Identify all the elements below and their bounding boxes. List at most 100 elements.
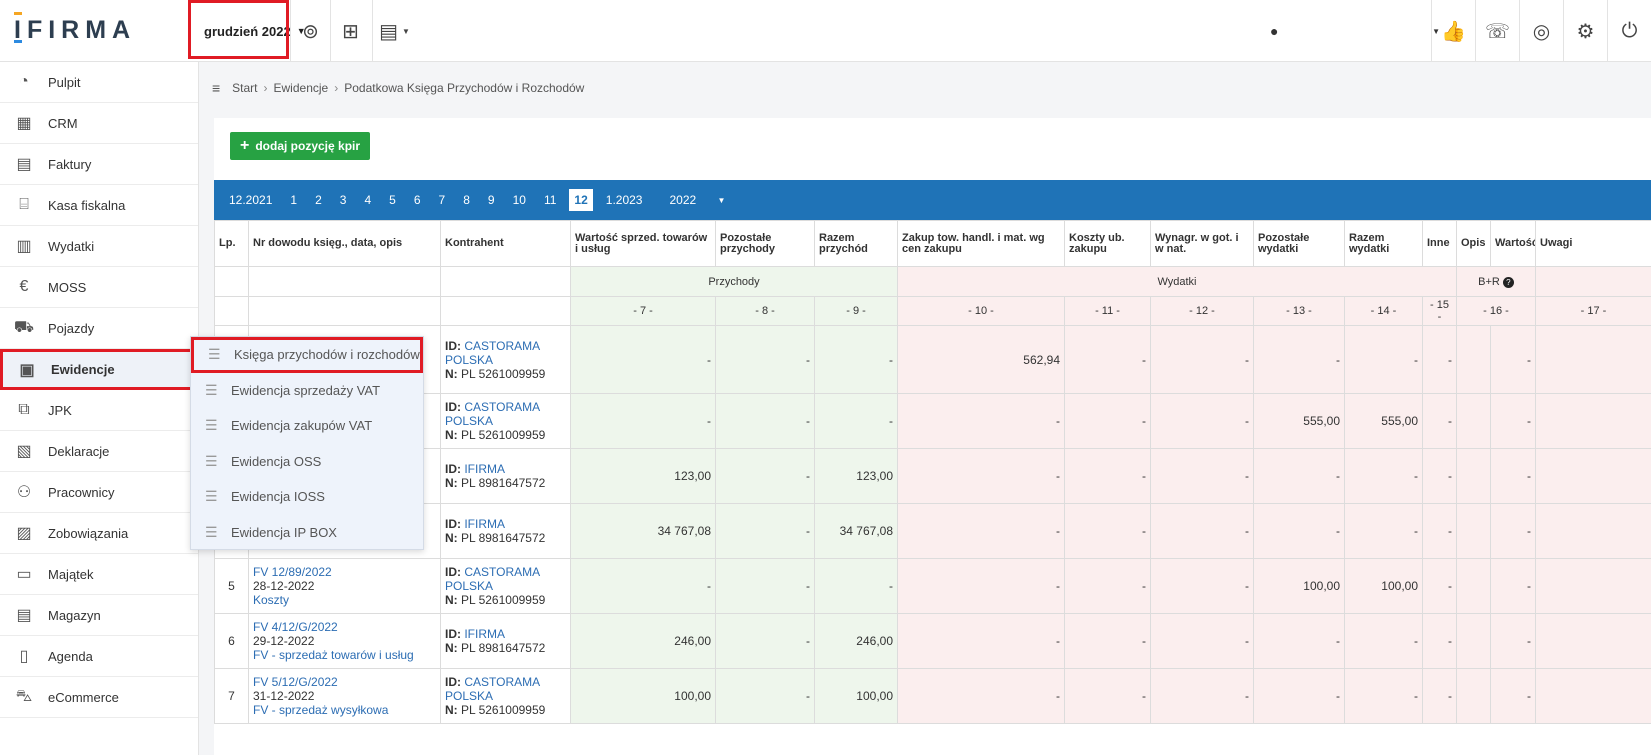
user-icon: ● — [1270, 23, 1279, 39]
cell-10: - — [897, 558, 1065, 614]
month-link-12-current[interactable]: 12 — [569, 189, 593, 211]
contractor-link[interactable]: CASTORAMA POLSKA — [445, 338, 540, 367]
value-14: - — [1414, 469, 1418, 483]
cell-16: - — [1490, 558, 1536, 614]
sidebar-item-zobowiazania[interactable]: ▨ Zobowiązania — [0, 513, 198, 554]
coin-icon[interactable]: ⊚ — [290, 0, 330, 62]
table-row[interactable]: 7 FV 5/12/G/2022 31-12-2022 FV - sprzedaż w… — [214, 668, 1651, 724]
gear-icon[interactable]: ⚙ — [1563, 0, 1607, 62]
table-colnum-row: - 7 - - 8 - - 9 - - 10 - - 11 - - 12 - -… — [214, 296, 1651, 326]
value-10: - — [1056, 634, 1060, 648]
value-10: - — [1056, 689, 1060, 703]
sidebar-item-pojazdy[interactable]: ⛟ Pojazdy — [0, 308, 198, 349]
sidebar-item-crm[interactable]: ▦ CRM — [0, 103, 198, 144]
table-row[interactable]: ID: IFIRMA N: PL 8981647572 123,00 - 123,00 -… — [214, 448, 1651, 504]
submenu-item-vat-zakupy[interactable]: ☰ Ewidencja zakupów VAT — [191, 408, 423, 444]
phone-icon[interactable]: ☏ — [1475, 0, 1519, 62]
month-link-1-2023[interactable]: 1.2023 — [605, 193, 643, 207]
sidebar-item-agenda[interactable]: ▯ Agenda — [0, 636, 198, 677]
col-number: - 13 - — [1253, 296, 1345, 326]
submenu-item-ioss[interactable]: ☰ Ewidencja IOSS — [191, 479, 423, 515]
table-header-row: Lp. Nr dowodu księg., data, opis Kontrah… — [214, 220, 1651, 267]
month-link-8[interactable]: 8 — [463, 193, 470, 207]
sidebar-item-magazyn[interactable]: ▤ Magazyn — [0, 595, 198, 636]
submenu-item-ip-box[interactable]: ☰ Ewidencja IP BOX — [191, 515, 423, 551]
documents-icon[interactable]: ▤ ▼ — [372, 0, 416, 62]
month-link-2[interactable]: 2 — [315, 193, 322, 207]
submenu-item-vat-sprzedaz[interactable]: ☰ Ewidencja sprzedaży VAT — [191, 373, 423, 409]
doc-description-link[interactable]: Koszty — [253, 593, 290, 607]
sidebar-item-moss[interactable]: € MOSS — [0, 267, 198, 308]
month-link-10[interactable]: 10 — [512, 193, 526, 207]
table-row[interactable]: 6 FV 4/12/G/2022 29-12-2022 FV - sprzedaż t… — [214, 613, 1651, 669]
cell-doc: FV 5/12/G/2022 31-12-2022 FV - sprzedaż wy… — [248, 668, 441, 724]
period-selector[interactable]: grudzień 2022 ▼ — [198, 0, 312, 62]
doc-date: 29-12-2022 — [253, 634, 315, 648]
help-icon[interactable]: ? — [1502, 276, 1514, 288]
sidebar-item-pracownicy[interactable]: ⚇ Pracownicy — [0, 472, 198, 513]
table-row[interactable]: ID: CASTORAMA POLSKA N: PL 5261009959 - - - -… — [214, 393, 1651, 449]
agenda-icon: ▯ — [19, 648, 29, 665]
sidebar-item-kasa-fiskalna[interactable]: ⌸ Kasa fiskalna — [0, 185, 198, 226]
row-lp: 7 — [228, 689, 235, 703]
value-12: - — [1245, 469, 1249, 483]
contractor-link[interactable]: CASTORAMA POLSKA — [445, 400, 540, 428]
month-link-11[interactable]: 11 — [543, 193, 557, 207]
sidebar-item-wydatki[interactable]: ▥ Wydatki — [0, 226, 198, 267]
cell-uwagi — [1535, 393, 1651, 449]
value-7: 246,00 — [674, 634, 711, 648]
month-link-5[interactable]: 5 — [389, 193, 396, 207]
value-15: - — [1448, 634, 1452, 648]
contractor-link[interactable]: CASTORAMA POLSKA — [445, 675, 540, 703]
sidebar-item-pulpit[interactable]: ◔ Pulpit — [0, 62, 198, 103]
contractor-link[interactable]: IFIRMA — [464, 627, 506, 641]
month-link-3[interactable]: 3 — [339, 193, 347, 207]
month-link-1[interactable]: 1 — [290, 193, 298, 207]
month-link-7[interactable]: 7 — [438, 193, 446, 207]
power-icon[interactable]: ⏻ — [1607, 0, 1651, 62]
user-menu[interactable]: ● ▼ — [1270, 0, 1440, 62]
sidebar-item-jpk[interactable]: ⧉ JPK — [0, 390, 198, 431]
col-header-nr-dowodu: Nr dowodu księg., data, opis — [248, 220, 441, 267]
cell-9: 34 767,08 — [814, 503, 898, 559]
month-link-4[interactable]: 4 — [364, 193, 372, 207]
menu-toggle-icon[interactable]: ≡ — [212, 80, 221, 96]
doc-description-link[interactable]: FV - sprzedaż wysyłkowa — [253, 703, 389, 717]
doc-number-link[interactable]: FV 12/89/2022 — [253, 565, 332, 579]
add-document-icon[interactable]: ⊞ — [330, 0, 370, 62]
cell-14: - — [1344, 613, 1423, 669]
value-9: 34 767,08 — [839, 524, 893, 538]
cell-12: - — [1150, 393, 1254, 449]
sidebar-item-majatek[interactable]: ▭ Majątek — [0, 554, 198, 595]
table-row[interactable]: 5 FV 12/89/2022 28-12-2022 Koszty ID: CASTOR… — [214, 558, 1651, 614]
breadcrumb-start[interactable]: Start — [232, 81, 258, 95]
cell-15: - — [1422, 668, 1457, 724]
submenu-item-oss[interactable]: ☰ Ewidencja OSS — [191, 444, 423, 480]
doc-description-link[interactable]: FV - sprzedaż towarów i usług — [253, 648, 414, 662]
value-13: 555,00 — [1303, 414, 1340, 428]
sidebar-item-ewidencje[interactable]: ▣ Ewidencje — [0, 349, 198, 390]
contractor-link[interactable]: IFIRMA — [464, 517, 506, 531]
add-kpir-button[interactable]: + dodaj pozycję kpir — [230, 132, 371, 160]
sidebar-item-faktury[interactable]: ▤ Faktury — [0, 144, 198, 185]
cell-contractor: ID: CASTORAMA POLSKA N: PL 5261009959 — [440, 393, 571, 449]
breadcrumb-ewidencje[interactable]: Ewidencje — [273, 81, 329, 95]
value-13: - — [1336, 689, 1340, 703]
sidebar-item-ecommerce[interactable]: ⛍ eCommerce — [0, 677, 198, 718]
doc-number-link[interactable]: FV 5/12/G/2022 — [253, 675, 338, 689]
month-link-12-2021[interactable]: 12.2021 — [229, 193, 273, 207]
sidebar-item-deklaracje[interactable]: ▧ Deklaracje — [0, 431, 198, 472]
lifebuoy-icon[interactable]: ◎ — [1519, 0, 1563, 62]
contractor-link[interactable]: IFIRMA — [464, 462, 506, 476]
table-row[interactable]: ID: IFIRMA N: PL 8981647572 34 767,08 - 34 7… — [214, 503, 1651, 559]
submenu-item-kpir[interactable]: ☰ Księga przychodów i rozchodów — [191, 337, 423, 373]
thumbs-up-icon[interactable]: 👍 — [1431, 0, 1475, 62]
month-link-6[interactable]: 6 — [413, 193, 421, 207]
ifirma-logo[interactable]: IFIRMA — [14, 16, 137, 44]
month-link-9[interactable]: 9 — [487, 193, 495, 207]
contractor-link[interactable]: CASTORAMA POLSKA — [445, 565, 540, 593]
value-14: - — [1414, 524, 1418, 538]
doc-number-link[interactable]: FV 4/12/G/2022 — [253, 620, 338, 634]
year-dropdown[interactable]: 2022 ▼ — [651, 189, 743, 211]
